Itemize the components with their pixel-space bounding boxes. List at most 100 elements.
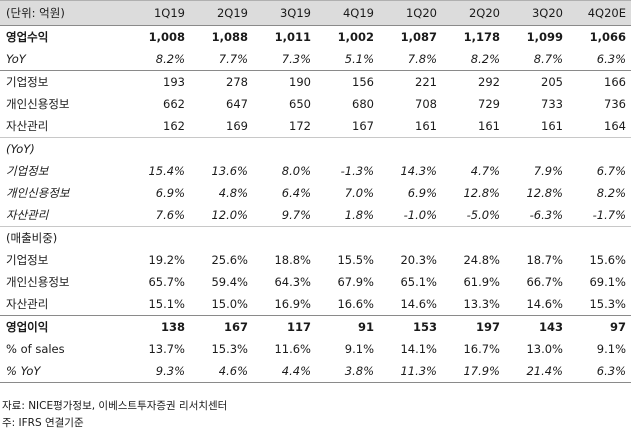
cell-value: 1,008 bbox=[148, 30, 185, 44]
table-row: 기업정보 15.4% 13.6% 8.0% -1.3% 14.3% 4.7% 7… bbox=[0, 160, 631, 182]
row-label: 기업정보 bbox=[6, 253, 49, 267]
row-label: 영업수익 bbox=[6, 30, 49, 44]
cell-value: 161 bbox=[478, 119, 500, 133]
table-row: 개인신용정보 662 647 650 680 708 729 733 736 bbox=[0, 93, 631, 115]
cell-value: 12.8% bbox=[526, 186, 563, 200]
table-row: 자산관리 7.6% 12.0% 9.7% 1.8% -1.0% -5.0% -6… bbox=[0, 204, 631, 227]
cell-value: 16.7% bbox=[463, 342, 500, 356]
table-row: (매출비중) bbox=[0, 226, 631, 249]
row-label: 개인신용정보 bbox=[6, 275, 70, 289]
table-row: (YoY) bbox=[0, 137, 631, 160]
section-label: (YoY) bbox=[0, 137, 127, 160]
cell-value: 24.8% bbox=[463, 253, 500, 267]
cell-value: 7.9% bbox=[533, 164, 563, 178]
cell-value bbox=[442, 137, 505, 160]
cell-value: 6.7% bbox=[596, 164, 626, 178]
cell-value: 13.6% bbox=[211, 164, 248, 178]
cell-value: 64.3% bbox=[274, 275, 311, 289]
cell-value: 65.7% bbox=[148, 275, 185, 289]
cell-value: 14.6% bbox=[400, 297, 437, 311]
cell-value bbox=[253, 137, 316, 160]
period-header: 1Q20 bbox=[379, 0, 442, 26]
cell-value: 15.3% bbox=[589, 297, 626, 311]
cell-value: 13.3% bbox=[463, 297, 500, 311]
row-label: 개인신용정보 bbox=[6, 97, 70, 111]
period-header: 2Q20 bbox=[442, 0, 505, 26]
cell-value: 66.7% bbox=[526, 275, 563, 289]
cell-value: 67.9% bbox=[337, 275, 374, 289]
cell-value: 13.7% bbox=[148, 342, 185, 356]
cell-value: 8.7% bbox=[533, 52, 563, 66]
cell-value: 143 bbox=[505, 315, 568, 338]
cell-value bbox=[505, 137, 568, 160]
cell-value: 167 bbox=[352, 119, 374, 133]
cell-value: -1.0% bbox=[403, 208, 437, 222]
cell-value: 14.3% bbox=[400, 164, 437, 178]
unit-label: (단위: 억원) bbox=[0, 0, 127, 26]
cell-value: 6.9% bbox=[407, 186, 437, 200]
table-row: % YoY 9.3% 4.6% 4.4% 3.8% 11.3% 17.9% 21… bbox=[0, 360, 631, 383]
cell-value: 7.0% bbox=[344, 186, 374, 200]
table-row: % of sales 13.7% 15.3% 11.6% 9.1% 14.1% … bbox=[0, 338, 631, 360]
cell-value: 7.6% bbox=[155, 208, 185, 222]
row-label: YoY bbox=[6, 52, 26, 66]
cell-value: -1.3% bbox=[340, 164, 374, 178]
row-label: 개인신용정보 bbox=[6, 186, 70, 200]
cell-value: -6.3% bbox=[529, 208, 563, 222]
cell-value: 14.1% bbox=[400, 342, 437, 356]
period-header: 4Q20E bbox=[568, 0, 631, 26]
cell-value: 7.3% bbox=[281, 52, 311, 66]
cell-value: 25.6% bbox=[211, 253, 248, 267]
cell-value: 11.6% bbox=[274, 342, 311, 356]
cell-value: 197 bbox=[442, 315, 505, 338]
cell-value: 8.0% bbox=[281, 164, 311, 178]
cell-value: 9.1% bbox=[596, 342, 626, 356]
section-label: (매출비중) bbox=[0, 226, 127, 249]
cell-value: 1,002 bbox=[337, 30, 374, 44]
cell-value: 9.7% bbox=[281, 208, 311, 222]
cell-value: 12.0% bbox=[211, 208, 248, 222]
cell-value: 169 bbox=[226, 119, 248, 133]
cell-value bbox=[190, 137, 253, 160]
cell-value: 4.6% bbox=[190, 360, 253, 383]
cell-value: 7.8% bbox=[407, 52, 437, 66]
cell-value: 18.8% bbox=[274, 253, 311, 267]
period-header: 2Q19 bbox=[190, 0, 253, 26]
cell-value: 6.9% bbox=[155, 186, 185, 200]
cell-value: 164 bbox=[604, 119, 626, 133]
cell-value: 15.5% bbox=[337, 253, 374, 267]
cell-value: 1,178 bbox=[463, 30, 500, 44]
cell-value bbox=[316, 226, 379, 249]
row-label: % of sales bbox=[6, 342, 65, 356]
cell-value bbox=[316, 137, 379, 160]
cell-value: 15.0% bbox=[211, 297, 248, 311]
table-header-row: (단위: 억원) 1Q19 2Q19 3Q19 4Q19 1Q20 2Q20 3… bbox=[0, 0, 631, 26]
cell-value: 65.1% bbox=[400, 275, 437, 289]
cell-value: 166 bbox=[568, 70, 631, 93]
period-header: 3Q19 bbox=[253, 0, 316, 26]
cell-value: 19.2% bbox=[148, 253, 185, 267]
row-label: 자산관리 bbox=[6, 119, 49, 133]
cell-value: 650 bbox=[289, 97, 311, 111]
period-header: 3Q20 bbox=[505, 0, 568, 26]
row-label: 자산관리 bbox=[6, 297, 49, 311]
cell-value: 680 bbox=[352, 97, 374, 111]
cell-value: 117 bbox=[253, 315, 316, 338]
cell-value: 1.8% bbox=[344, 208, 374, 222]
cell-value: 1,099 bbox=[526, 30, 563, 44]
cell-value: 3.8% bbox=[316, 360, 379, 383]
cell-value: 161 bbox=[415, 119, 437, 133]
cell-value: -1.7% bbox=[592, 208, 626, 222]
cell-value bbox=[127, 137, 190, 160]
cell-value bbox=[568, 226, 631, 249]
cell-value bbox=[379, 137, 442, 160]
period-header: 4Q19 bbox=[316, 0, 379, 26]
cell-value: 1,066 bbox=[589, 30, 626, 44]
period-header: 1Q19 bbox=[127, 0, 190, 26]
cell-value: 1,087 bbox=[400, 30, 437, 44]
cell-value: 6.3% bbox=[596, 52, 626, 66]
cell-value: 13.0% bbox=[526, 342, 563, 356]
cell-value: 162 bbox=[163, 119, 185, 133]
cell-value: 138 bbox=[127, 315, 190, 338]
cell-value: 20.3% bbox=[400, 253, 437, 267]
